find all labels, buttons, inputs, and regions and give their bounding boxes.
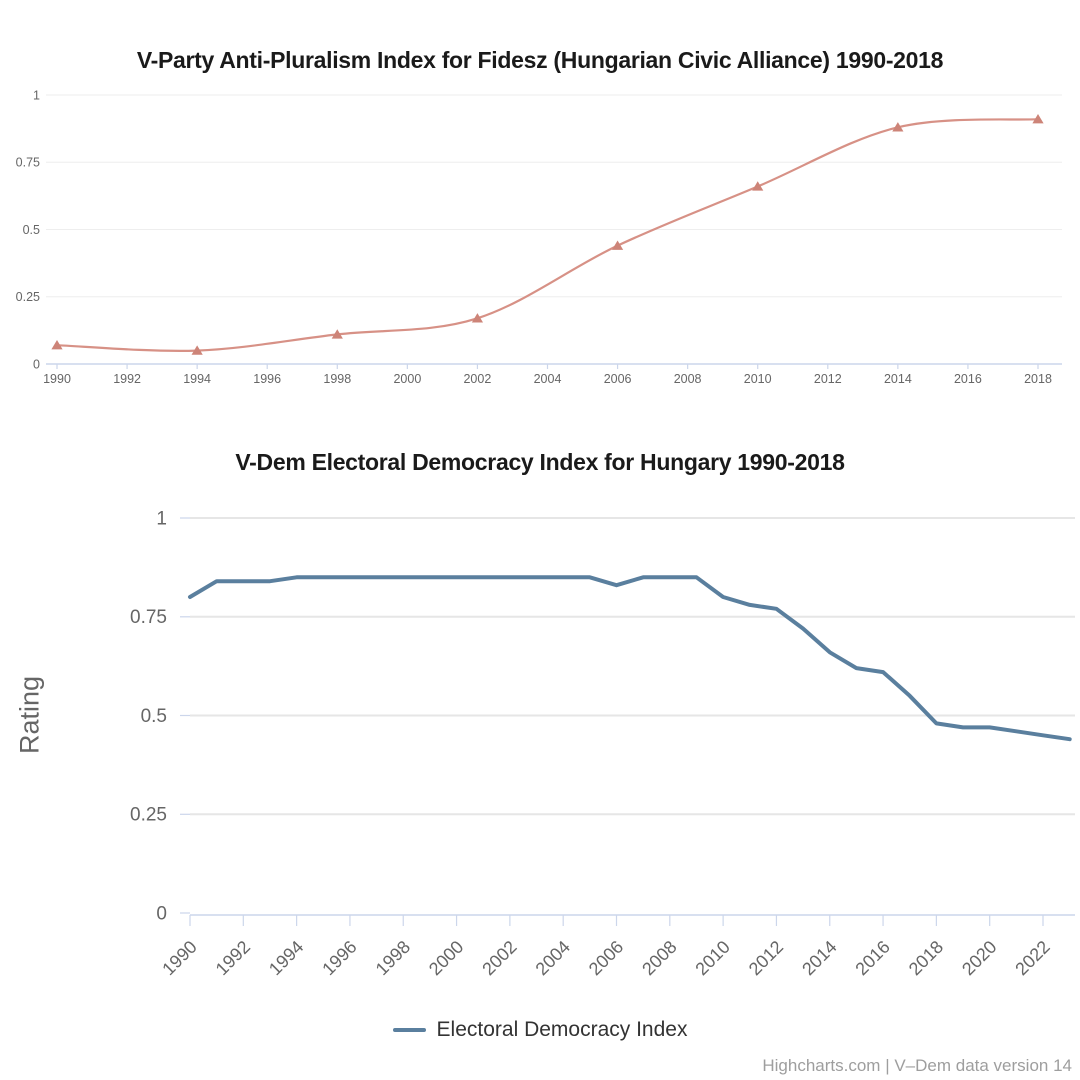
x-tick-label: 2004 [534, 372, 562, 386]
legend-line-icon [392, 1028, 426, 1032]
x-tick-label: 2018 [905, 937, 947, 979]
y-tick-label: 0.25 [130, 805, 167, 826]
x-tick-label: 1996 [253, 372, 281, 386]
x-tick-label: 2016 [851, 937, 893, 979]
y-tick-label: 0.5 [141, 706, 167, 727]
legend-item[interactable]: Electoral Democracy Index [0, 1013, 1080, 1047]
y-tick-label: 1 [33, 88, 40, 102]
x-tick-label: 2014 [884, 372, 912, 386]
x-tick-label: 1990 [43, 372, 71, 386]
y-tick-label: 0.5 [23, 223, 40, 237]
x-tick-label: 1990 [158, 937, 200, 979]
x-tick-label: 1992 [113, 372, 141, 386]
x-tick-label: 1994 [265, 937, 307, 979]
y-tick-label: 0.25 [16, 290, 40, 304]
x-tick-label: 2016 [954, 372, 982, 386]
x-tick-label: 1994 [183, 372, 211, 386]
x-tick-label: 2008 [674, 372, 702, 386]
x-tick-label: 1998 [372, 937, 414, 979]
data-point-marker[interactable] [1032, 114, 1044, 124]
x-tick-label: 1998 [323, 372, 351, 386]
y-tick-label: 0 [156, 904, 167, 925]
x-tick-label: 2022 [1011, 937, 1053, 979]
x-tick-label: 2008 [638, 937, 680, 979]
electoral-democracy-chart: 1990 1992 1994 1996 1998 2000 2002 2004 2006 2008… [130, 509, 1075, 979]
x-tick-label: 2002 [463, 372, 491, 386]
x-tick-label: 2018 [1024, 372, 1052, 386]
data-point-marker[interactable] [471, 313, 484, 323]
data-point-marker[interactable] [611, 240, 624, 250]
legend-label: Electoral Democracy Index [436, 1018, 688, 1041]
y-tick-label: 0.75 [130, 607, 167, 628]
chart1-title: V-Party Anti-Pluralism Index for Fidesz … [136, 47, 944, 73]
series-line[interactable] [55, 118, 1040, 352]
x-tick-label: 2006 [604, 372, 632, 386]
data-point-marker[interactable] [51, 339, 63, 350]
x-tick-label: 2010 [744, 372, 772, 386]
data-point-marker[interactable] [191, 345, 203, 355]
x-tick-label: 2004 [532, 937, 574, 979]
y-tick-label: 0 [33, 357, 40, 371]
x-tick-label: 2020 [958, 937, 1000, 979]
data-point-marker[interactable] [892, 122, 904, 132]
x-tick-label: 1992 [212, 937, 254, 979]
chart2-title: V-Dem Electoral Democracy Index for Hung… [235, 449, 845, 475]
x-tick-label: 2002 [478, 937, 520, 979]
credits-link[interactable]: Highcharts.com | V–Dem data version 14 [762, 1056, 1072, 1075]
x-tick-label: 2014 [798, 937, 840, 979]
x-tick-label: 2012 [745, 937, 787, 979]
y-tick-label: 0.75 [16, 156, 40, 170]
y-tick-label: 1 [156, 509, 167, 530]
x-tick-label: 2000 [393, 372, 421, 386]
x-tick-label: 2010 [691, 937, 733, 979]
series-line[interactable] [188, 575, 1072, 742]
x-tick-label: 2000 [425, 937, 467, 979]
data-point-marker[interactable] [752, 181, 764, 191]
x-tick-label: 1996 [318, 937, 360, 979]
x-tick-label: 2006 [585, 937, 627, 979]
anti-pluralism-chart: 1990 1992 1994 1996 1998 2000 2002 2004 2006 2008… [16, 88, 1062, 386]
x-tick-label: 2012 [814, 372, 842, 386]
data-point-marker[interactable] [331, 329, 343, 339]
